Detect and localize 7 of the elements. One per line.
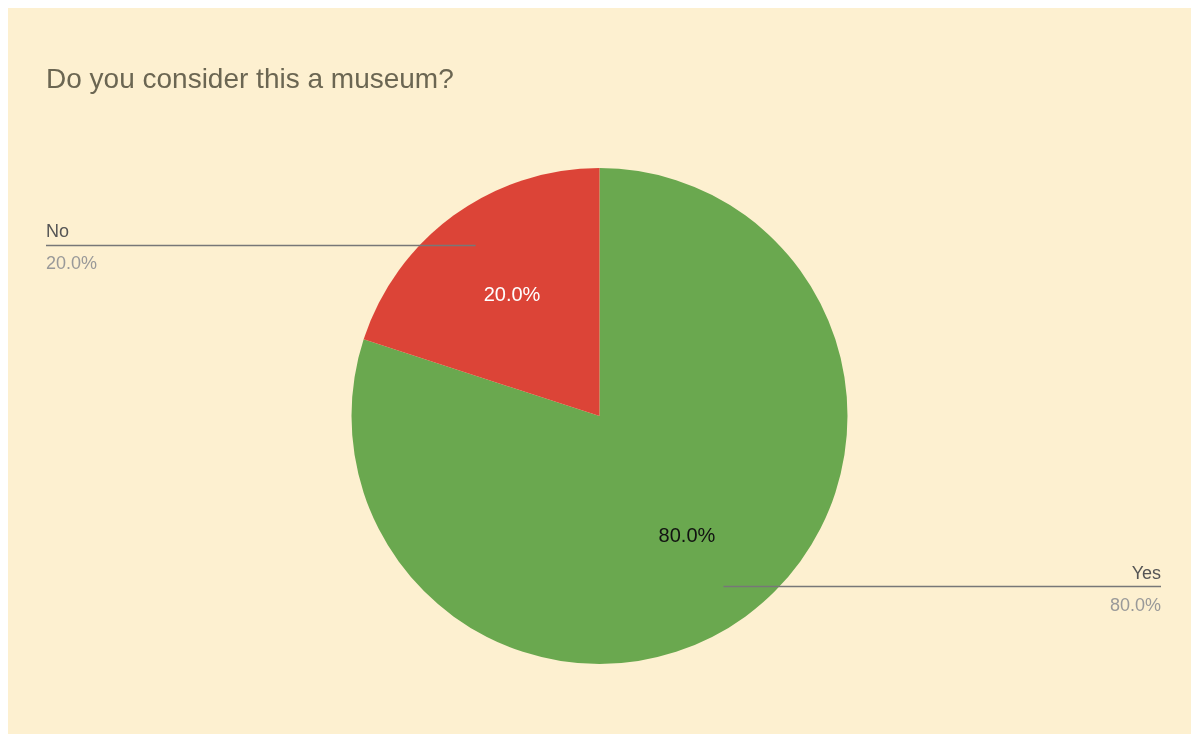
chart-title: Do you consider this a museum? xyxy=(46,63,454,94)
slice-label: No xyxy=(46,221,70,242)
slice-label: Yes xyxy=(1131,562,1161,583)
text: 80.0% xyxy=(1109,594,1161,615)
data-label: 20.0% xyxy=(483,283,541,306)
data-label: 80.0% xyxy=(658,523,716,546)
text: 20.0% xyxy=(46,253,98,274)
